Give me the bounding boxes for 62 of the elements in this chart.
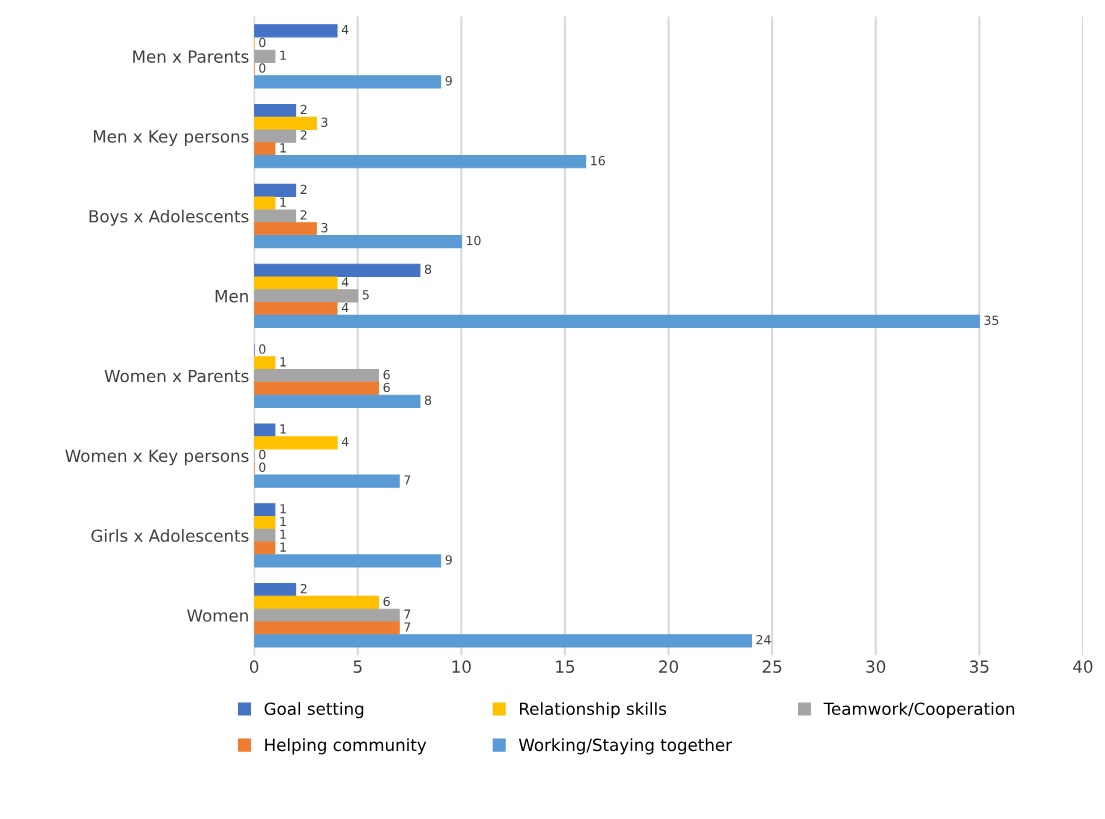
x-tick-label: 15 [556,660,575,673]
data-label: 1 [280,143,286,153]
data-label: 4 [341,25,349,35]
data-label: 2 [300,130,307,140]
y-tick-label: Women x Key persons [65,449,249,466]
y-tick-label: Men x Parents [133,50,249,63]
x-tick-label: 35 [969,660,989,673]
data-label: 2 [300,210,307,220]
data-label: 4 [341,437,349,447]
y-tick-label: Boys x Adolescents [89,209,249,226]
data-label: 8 [424,264,432,274]
x-tick-label: 5 [353,660,362,673]
x-tick-label: 0 [249,660,259,673]
data-label: 16 [591,155,605,166]
data-label: 2 [300,583,307,594]
data-label: 10 [466,235,481,246]
data-label: 1 [280,542,286,552]
y-tick-label: Women x Parents [104,369,249,383]
data-label: 7 [404,622,411,632]
data-label: 8 [424,395,432,405]
data-label: 9 [445,555,452,565]
data-label: 6 [383,369,390,380]
x-tick-label: 20 [659,660,679,673]
data-label: 1 [280,516,286,527]
data-label: 0 [259,37,266,48]
data-label: 6 [383,382,390,393]
legend-label: Helping community [265,738,427,755]
data-label: 4 [341,302,349,313]
data-label: 4 [341,277,349,287]
y-tick-label: Girls x Adolescents [91,529,249,542]
data-label: 35 [984,315,999,326]
y-tick-label: Men [215,290,248,303]
legend-label: Working/Staying together [518,738,732,755]
data-label: 1 [280,424,286,434]
data-label: 0 [259,344,266,354]
legend-label: Relationship skills [520,702,667,719]
legend-label: Teamwork/Cooperation [823,702,1015,719]
data-label: 7 [404,609,411,619]
data-label: 5 [362,290,369,300]
x-tick-label: 10 [452,660,471,673]
data-label: 7 [404,475,411,485]
data-label: 3 [321,222,328,233]
data-label: 24 [756,635,771,645]
y-tick-label: Women [187,609,248,622]
data-label: 1 [280,197,286,207]
data-label: 9 [445,76,452,86]
data-label: 1 [280,529,286,539]
x-tick-label: 40 [1073,660,1093,673]
data-label: 2 [300,104,307,115]
x-tick-label: 30 [866,660,886,673]
data-label: 0 [259,449,266,460]
legend-label: Goal setting [264,702,364,719]
data-label: 0 [259,462,266,472]
data-label: 1 [280,504,286,514]
y-tick-label: Men x Key persons [93,130,249,146]
data-label: 0 [259,63,266,73]
data-label: 1 [280,50,286,60]
x-tick-label: 25 [762,660,782,673]
data-label: 1 [280,357,286,367]
data-label: 3 [321,117,328,128]
data-label: 6 [383,596,390,607]
data-label: 2 [300,184,307,194]
